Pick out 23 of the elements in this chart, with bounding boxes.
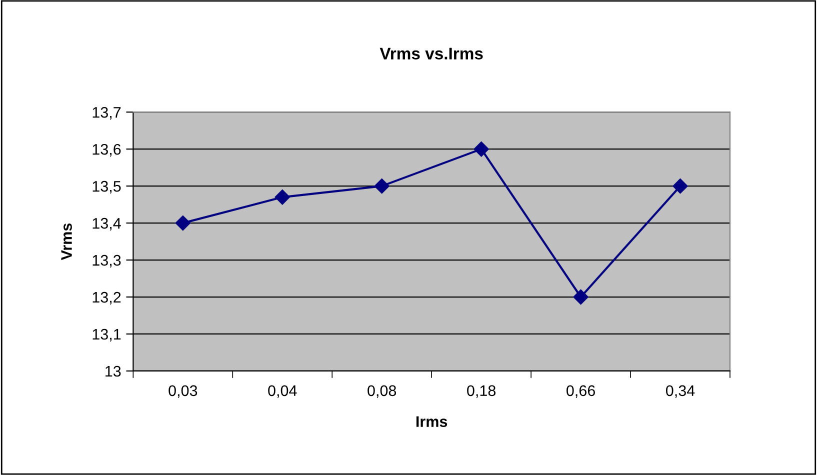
x-tick-label: 0,66: [566, 385, 595, 398]
y-tick-label: 13,4: [92, 218, 121, 231]
x-axis-title: Irms: [416, 416, 448, 427]
y-tick-label: 13,7: [92, 106, 121, 120]
point: [672, 178, 688, 194]
y-tick-label: 13: [106, 366, 121, 377]
y-axis-title: Vrms: [61, 223, 72, 260]
x-tick-label: 0,18: [467, 385, 496, 398]
point: [175, 215, 190, 231]
point: [474, 142, 489, 157]
chart-title: Vrms vs.Irms: [380, 48, 483, 60]
point: [374, 178, 390, 194]
y-tick-label: 13,5: [92, 180, 121, 194]
point: [573, 289, 588, 305]
y-tick-label: 13,6: [92, 144, 121, 157]
x-tick-label: 0,34: [666, 385, 695, 398]
y-tick-label: 13,1: [92, 328, 121, 342]
y-tick-label: 13,2: [92, 292, 121, 304]
y-tick-label: 13,3: [92, 254, 121, 268]
point: [274, 190, 290, 205]
x-tick-label: 0,04: [268, 385, 297, 398]
x-tick-label: 0,03: [168, 385, 198, 398]
x-tick-label: 0,08: [368, 385, 396, 398]
